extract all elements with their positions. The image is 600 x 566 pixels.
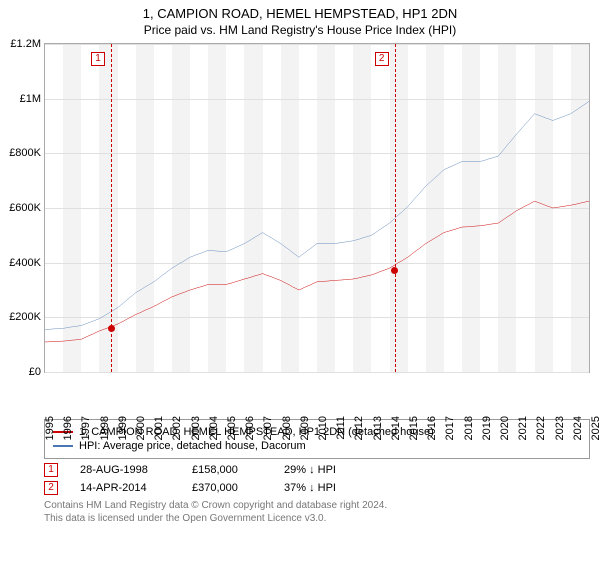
x-tick-label: 2013 bbox=[372, 416, 384, 440]
x-tick-label: 2007 bbox=[262, 416, 274, 440]
x-tick-label: 1997 bbox=[80, 416, 92, 440]
x-tick-label: 2017 bbox=[444, 416, 456, 440]
y-tick-label: £1M bbox=[20, 93, 41, 105]
x-tick-label: 2010 bbox=[317, 416, 329, 440]
sale-price: £370,000 bbox=[192, 482, 262, 494]
chart-area: £0£200K£400K£600K£800K£1M£1.2M12 bbox=[44, 43, 590, 373]
x-tick-label: 2022 bbox=[535, 416, 547, 440]
sale-row: 1 28-AUG-1998 £158,000 29% ↓ HPI bbox=[44, 463, 590, 477]
x-tick-label: 2014 bbox=[390, 416, 402, 440]
sale-date: 14-APR-2014 bbox=[80, 482, 170, 494]
series-property bbox=[45, 201, 589, 342]
x-tick-label: 2023 bbox=[554, 416, 566, 440]
x-tick-label: 2006 bbox=[244, 416, 256, 440]
y-tick-label: £800K bbox=[9, 147, 41, 159]
sales-table: 1 28-AUG-1998 £158,000 29% ↓ HPI 2 14-APR-201… bbox=[44, 463, 590, 495]
x-tick-label: 2002 bbox=[171, 416, 183, 440]
x-tick-label: 2009 bbox=[299, 416, 311, 440]
plot-region: £0£200K£400K£600K£800K£1M£1.2M12 bbox=[44, 43, 590, 373]
series-svg bbox=[45, 44, 589, 372]
y-tick-label: £200K bbox=[9, 311, 41, 323]
sale-marker-dot bbox=[108, 325, 115, 332]
x-tick-label: 2021 bbox=[517, 416, 529, 440]
x-tick-label: 2016 bbox=[426, 416, 438, 440]
sale-marker-badge: 2 bbox=[375, 52, 389, 66]
x-tick-label: 2000 bbox=[135, 416, 147, 440]
sale-date: 28-AUG-1998 bbox=[80, 464, 170, 476]
sale-marker-badge: 1 bbox=[91, 52, 105, 66]
chart-title: 1, CAMPION ROAD, HEMEL HEMPSTEAD, HP1 2D… bbox=[0, 6, 600, 21]
footer-line-2: This data is licensed under the Open Gov… bbox=[44, 512, 590, 525]
sale-price: £158,000 bbox=[192, 464, 262, 476]
sale-delta: 37% ↓ HPI bbox=[284, 482, 336, 494]
x-tick-label: 2018 bbox=[463, 416, 475, 440]
y-tick-label: £600K bbox=[9, 202, 41, 214]
x-tick-label: 1999 bbox=[117, 416, 129, 440]
sale-marker-line bbox=[111, 44, 112, 372]
chart-subtitle: Price paid vs. HM Land Registry's House … bbox=[0, 23, 600, 37]
sale-delta: 29% ↓ HPI bbox=[284, 464, 336, 476]
x-tick-label: 2004 bbox=[208, 416, 220, 440]
x-tick-label: 2015 bbox=[408, 416, 420, 440]
x-tick-label: 2025 bbox=[590, 416, 600, 440]
x-tick-label: 2003 bbox=[190, 416, 202, 440]
y-tick-label: £400K bbox=[9, 257, 41, 269]
x-axis-ticks: 1995199619971998199920002001200220032004… bbox=[44, 373, 590, 413]
x-tick-label: 2008 bbox=[281, 416, 293, 440]
x-tick-label: 2019 bbox=[481, 416, 493, 440]
x-tick-label: 1998 bbox=[99, 416, 111, 440]
x-tick-label: 2001 bbox=[153, 416, 165, 440]
series-hpi bbox=[45, 101, 589, 329]
x-tick-label: 1995 bbox=[44, 416, 56, 440]
sale-row-badge: 1 bbox=[44, 463, 58, 477]
legend-item: HPI: Average price, detached house, Daco… bbox=[53, 440, 581, 452]
legend-label: HPI: Average price, detached house, Daco… bbox=[79, 440, 306, 452]
y-tick-label: £1.2M bbox=[10, 38, 41, 50]
x-tick-label: 2024 bbox=[572, 416, 584, 440]
y-tick-label: £0 bbox=[29, 366, 41, 378]
x-tick-label: 2011 bbox=[335, 416, 347, 440]
x-tick-label: 2020 bbox=[499, 416, 511, 440]
sale-marker-line bbox=[395, 44, 396, 372]
x-tick-label: 1996 bbox=[62, 416, 74, 440]
x-tick-label: 2012 bbox=[353, 416, 365, 440]
sale-row: 2 14-APR-2014 £370,000 37% ↓ HPI bbox=[44, 481, 590, 495]
sale-row-badge: 2 bbox=[44, 481, 58, 495]
legend-swatch bbox=[53, 445, 73, 447]
x-tick-label: 2005 bbox=[226, 416, 238, 440]
footer-attribution: Contains HM Land Registry data © Crown c… bbox=[44, 499, 590, 525]
footer-line-1: Contains HM Land Registry data © Crown c… bbox=[44, 499, 590, 512]
